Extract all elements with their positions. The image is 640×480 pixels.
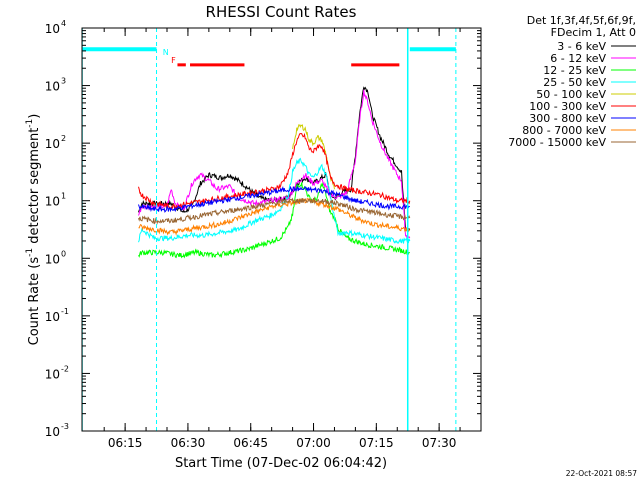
y-tick-exponent-1: -2 [61, 364, 69, 373]
y-axis-label-part-4: ) [27, 114, 42, 119]
y-tick-label-4: 10 [45, 195, 60, 209]
x-tick-label-2: 06:45 [233, 436, 268, 450]
x-tick-label-3: 07:00 [296, 436, 331, 450]
series-line-4 [292, 124, 335, 190]
marker-label-0: N [163, 48, 169, 57]
legend-label-4: 50 - 100 keV [536, 88, 606, 101]
y-axis-label-part-0: Count Rate (s [27, 257, 42, 346]
x-tick-label-4: 07:15 [359, 436, 394, 450]
y-tick-exponent-3: 0 [61, 249, 66, 258]
y-tick-exponent-4: 1 [61, 192, 66, 201]
x-tick-label-5: 07:30 [422, 436, 457, 450]
series-line-1 [138, 89, 411, 240]
legend-label-6: 300 - 800 keV [529, 112, 606, 125]
plot-area: NF [82, 28, 457, 431]
plot-frame [81, 27, 482, 432]
x-axis-label: Start Time (07-Dec-02 06:04:42) [175, 456, 387, 471]
y-tick-label-0: 10 [45, 425, 60, 439]
y-axis-label: Count Rate (s-1 detector segment-1) [25, 114, 42, 346]
y-axis-label-part-3: -1 [25, 119, 35, 128]
y-tick-exponent-7: 4 [61, 19, 66, 28]
y-tick-exponent-2: -1 [61, 307, 69, 316]
y-tick-label-7: 10 [45, 22, 60, 36]
y-tick-exponent-5: 2 [61, 134, 66, 143]
x-tick-label-0: 06:15 [108, 436, 143, 450]
y-tick-exponent-0: -3 [61, 422, 69, 431]
marker-label-1: F [171, 56, 176, 65]
legend-label-3: 25 - 50 keV [543, 76, 606, 89]
legend: Det 1f,3f,4f,5f,6f,9f,FDecim 1, Att 03 -… [508, 14, 636, 149]
y-tick-exponent-6: 3 [61, 77, 66, 86]
legend-label-1: 6 - 12 keV [550, 52, 606, 65]
y-axis-label-part-2: detector segment [27, 128, 42, 248]
y-tick-label-2: 10 [45, 310, 60, 324]
legend-label-5: 100 - 300 keV [529, 100, 606, 113]
legend-label-8: 7000 - 15000 keV [508, 136, 606, 149]
series-line-6 [138, 185, 410, 213]
y-tick-label-3: 10 [45, 252, 60, 266]
y-tick-label-5: 10 [45, 137, 60, 151]
legend-header-1: FDecim 1, Att 0 [551, 26, 636, 39]
y-tick-label-6: 10 [45, 80, 60, 94]
footer-timestamp: 22-Oct-2021 08:57 [566, 469, 637, 478]
legend-label-2: 12 - 25 keV [543, 64, 606, 77]
axes: 06:15 06:30 06:45 07:00 07:15 07:3010-310-210… [25, 19, 482, 450]
series-line-2 [138, 182, 410, 259]
legend-label-7: 800 - 7000 keV [522, 124, 606, 137]
chart-title: RHESSI Count Rates [206, 3, 357, 21]
y-tick-label-1: 10 [45, 367, 60, 381]
plot-inner: NF [82, 28, 457, 431]
x-tick-label-1: 06:30 [171, 436, 206, 450]
legend-header-0: Det 1f,3f,4f,5f,6f,9f, [527, 14, 636, 27]
series-line-8 [138, 197, 411, 225]
series-line-7 [138, 197, 411, 237]
y-axis-label-part-1: -1 [25, 248, 35, 257]
legend-label-0: 3 - 6 keV [557, 40, 606, 53]
series-line-3 [138, 157, 411, 245]
